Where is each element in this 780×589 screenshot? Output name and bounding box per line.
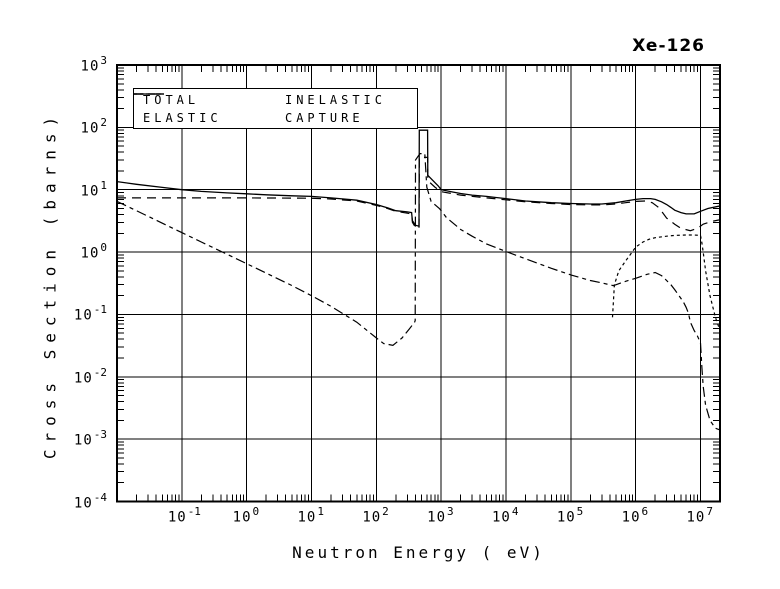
x-axis-title: Neutron Energy ( eV)	[292, 543, 545, 562]
x-tick-label: 107	[686, 505, 713, 526]
x-tick-label: 101	[297, 505, 324, 526]
legend-label-elastic: ELASTIC	[143, 111, 222, 125]
legend-row: ELASTIC CAPTURE	[134, 93, 417, 127]
x-tick-label: 102	[362, 505, 389, 526]
legend-row: TOTAL INELASTIC	[134, 91, 417, 109]
x-tick-label: 103	[427, 505, 454, 526]
x-tick-label: 105	[556, 505, 584, 526]
y-tick-label: 10-1	[73, 303, 107, 325]
y-axis-title: Cross Section (barns)	[40, 109, 60, 460]
gridlines	[117, 65, 720, 502]
axis-ticks	[117, 65, 721, 502]
legend-item-elastic: ELASTIC	[134, 93, 282, 125]
y-tick-label: 10-4	[73, 490, 107, 512]
curve-inelastic	[611, 234, 720, 331]
curve-total	[117, 129, 720, 228]
x-tick-label: 106	[621, 505, 649, 526]
legend-label-inelastic: INELASTIC	[284, 93, 386, 107]
plot-border	[116, 64, 721, 503]
legend-sample-capture-line	[134, 93, 164, 95]
chart-title: Xe-126	[632, 36, 705, 56]
x-tick-label: 10-1	[167, 505, 201, 526]
y-tick-label: 10-2	[73, 365, 107, 387]
legend-item-capture: CAPTURE	[134, 93, 417, 125]
legend: TOTAL INELASTIC ELASTIC CAPTURE	[133, 88, 418, 129]
y-tick-label: 10-3	[73, 428, 107, 449]
legend-label-total: TOTAL	[143, 93, 200, 107]
x-tick-label: 100	[232, 505, 260, 526]
y-tick-label: 102	[80, 116, 107, 137]
y-tick-label: 100	[80, 241, 107, 262]
curve-capture	[117, 153, 720, 431]
y-tick-label: 103	[80, 54, 107, 75]
legend-item-inelastic: INELASTIC	[134, 93, 417, 107]
y-tick-label: 101	[80, 178, 107, 200]
x-tick-label: 104	[491, 505, 519, 526]
legend-label-capture: CAPTURE	[284, 111, 364, 125]
